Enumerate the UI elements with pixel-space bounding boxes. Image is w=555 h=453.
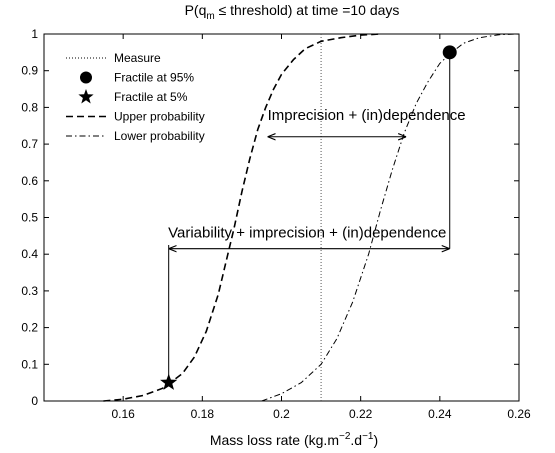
legend-label: Fractile at 95% [114,71,194,85]
annotation-text: Variability + imprecision + (in)dependen… [168,225,446,242]
annotation-layer: Imprecision + (in)dependence Variability … [168,52,466,383]
y-tick-label: 0 [31,394,38,408]
x-axis-label: Mass loss rate (kg.m−2.d−1) [210,431,378,448]
xlabel-sup1: −2 [339,431,351,442]
y-tick-label: 0.2 [21,321,38,335]
lower-probability-line [261,33,520,402]
y-tick-label: 0.1 [21,357,38,371]
chart-title: P(qm ≤ threshold) at time =10 days [185,2,400,22]
x-tick-label: 0.24 [428,407,452,421]
legend-star-marker [78,89,94,104]
xlabel-post: ) [373,432,378,448]
y-tick-label: 0.8 [21,100,38,114]
xlabel-sup2: −1 [362,431,374,442]
xlabel-pre: Mass loss rate (kg.m [210,432,339,448]
x-tick-label: 0.18 [191,407,215,421]
legend: Measure Fractile at 95% Fractile at 5% Uppe… [66,51,205,143]
y-tick-label: 0.5 [21,211,38,225]
legend-circle-marker [80,71,92,84]
x-tick-label: 0.2 [273,407,290,421]
xlabel-mid: .d [350,432,362,448]
legend-label: Upper probability [114,110,205,124]
upper-probability-line [103,33,381,402]
y-tick-label: 0.3 [21,284,38,298]
legend-label: Lower probability [114,129,205,143]
title-post: ≤ threshold) at time =10 days [215,2,400,18]
x-tick-label: 0.22 [349,407,373,421]
title-pre: P(q [185,2,207,18]
legend-label: Fractile at 5% [114,90,188,104]
title-sub: m [206,11,214,22]
y-tick-label: 0.6 [21,174,38,188]
y-tick-label: 0.4 [21,247,38,261]
annotation-text: Imprecision + (in)dependence [268,107,466,124]
y-tick-label: 1 [31,27,38,41]
y-tick-label: 0.9 [21,64,38,78]
axes-layer: 0.16 0.18 0.2 0.22 0.24 0.26 0 0.1 0.2 0.3 0.4 0.5 0… [21,27,531,421]
y-tick-label: 0.7 [21,137,38,151]
x-tick-label: 0.26 [507,407,531,421]
legend-label: Measure [114,51,161,65]
x-tick-label: 0.16 [111,407,135,421]
